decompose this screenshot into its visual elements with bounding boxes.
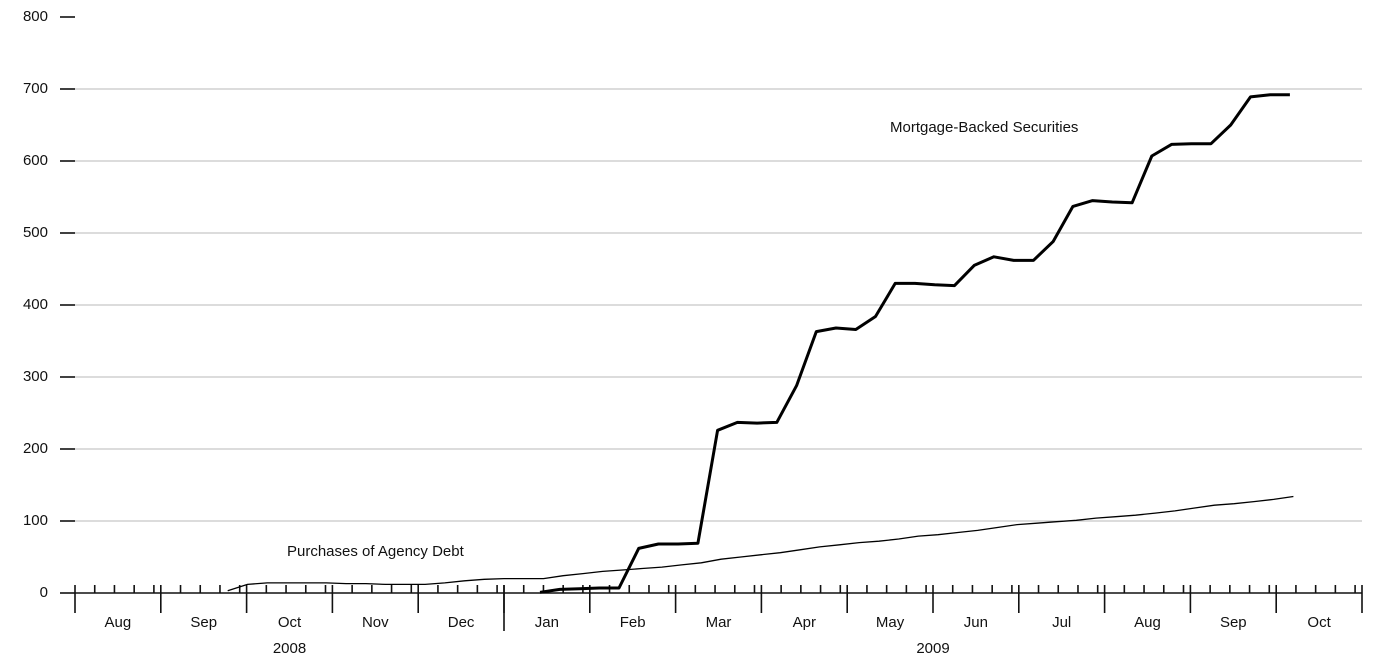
x-tick-label: Sep <box>1220 614 1247 631</box>
x-tick-label: Jan <box>535 614 559 631</box>
y-tick-label: 200 <box>23 440 48 457</box>
year-label: 2009 <box>916 640 949 657</box>
x-tick-label: Apr <box>793 614 816 631</box>
y-tick-label: 500 <box>23 224 48 241</box>
y-tick-label: 0 <box>40 584 48 601</box>
y-tick-label: 100 <box>23 512 48 529</box>
x-tick-label: Jul <box>1052 614 1071 631</box>
series-line <box>539 93 1290 594</box>
series-line <box>227 495 1294 592</box>
y-tick-label: 300 <box>23 368 48 385</box>
y-tick-label: 400 <box>23 296 48 313</box>
x-tick-label: Dec <box>448 614 475 631</box>
series-annotation: Purchases of Agency Debt <box>287 543 465 560</box>
year-label: 2008 <box>273 640 306 657</box>
x-tick-label: Mar <box>706 614 732 631</box>
x-tick-label: Aug <box>1134 614 1161 631</box>
x-tick-label: Aug <box>105 614 132 631</box>
x-tick-label: Sep <box>190 614 217 631</box>
x-tick-label: Feb <box>620 614 646 631</box>
y-tick-label: 700 <box>23 80 48 97</box>
y-tick-label: 800 <box>23 8 48 25</box>
x-tick-label: Jun <box>964 614 988 631</box>
x-tick-label: May <box>876 614 905 631</box>
x-tick-label: Nov <box>362 614 389 631</box>
y-tick-label: 600 <box>23 152 48 169</box>
x-tick-label: Oct <box>278 614 302 631</box>
x-tick-label: Oct <box>1307 614 1331 631</box>
series-annotation: Mortgage-Backed Securities <box>890 119 1078 136</box>
